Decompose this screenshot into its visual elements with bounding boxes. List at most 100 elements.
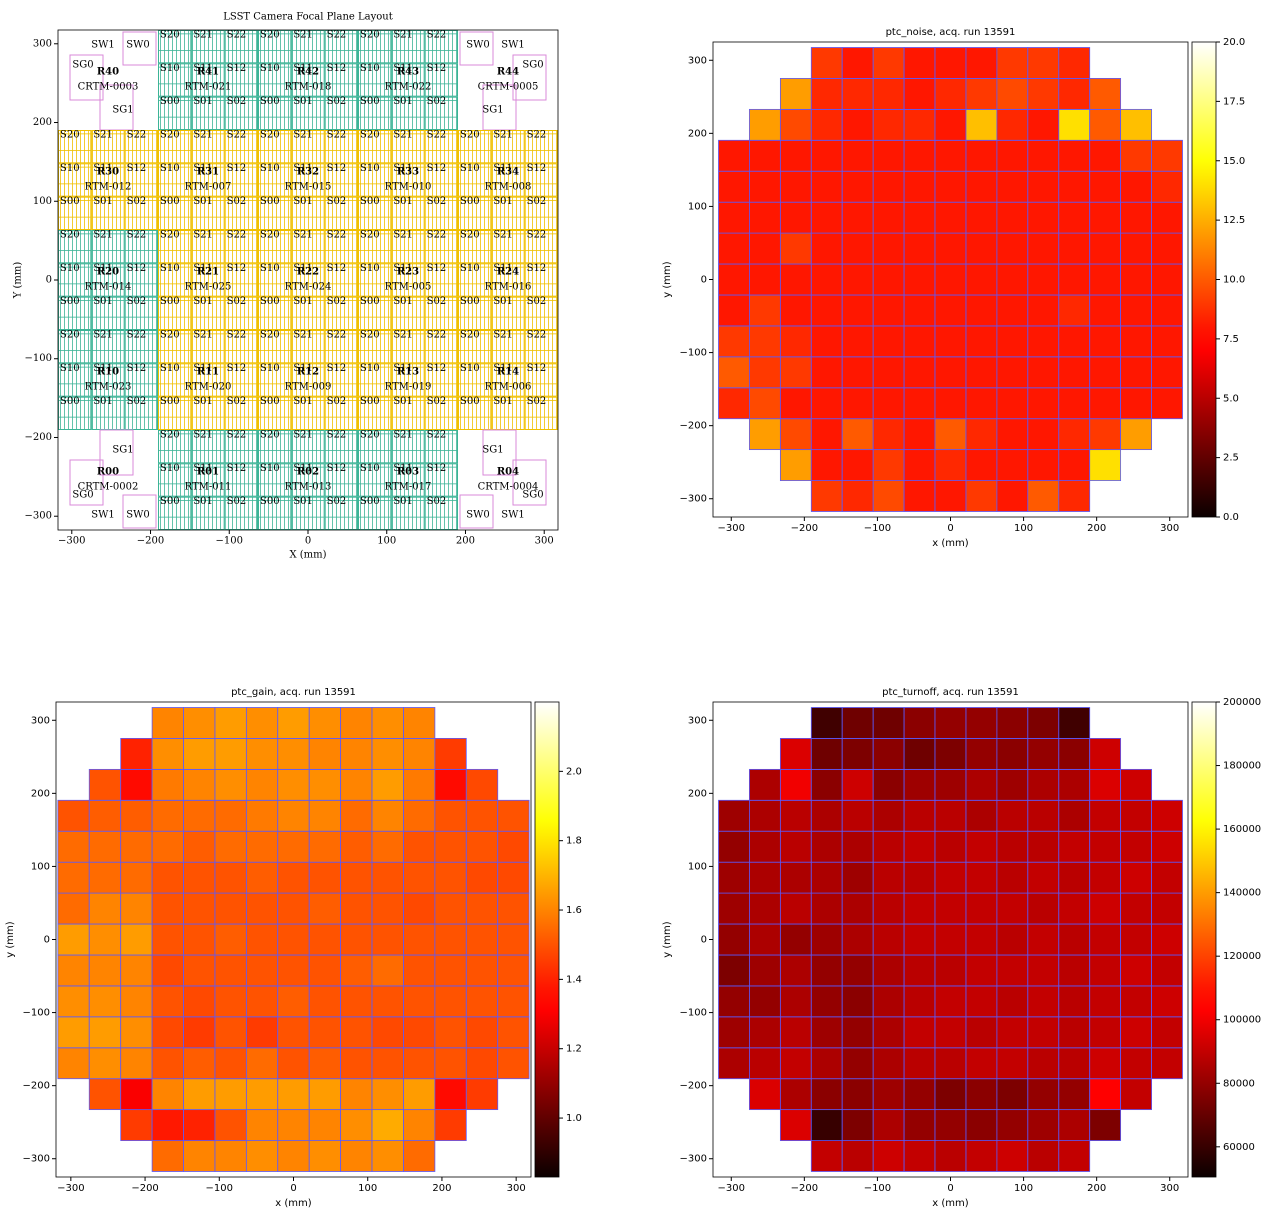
ccd-cell — [434, 1016, 467, 1049]
ccd-cell — [1058, 1140, 1091, 1172]
y-tick-label: 300 — [31, 715, 50, 726]
ccd-cell — [1120, 768, 1153, 801]
ccd-cell — [872, 985, 905, 1018]
sensor-label: S11 — [393, 63, 413, 74]
sensor-label: S02 — [427, 196, 447, 207]
ccd-cell — [371, 1016, 404, 1049]
ccd — [191, 196, 225, 231]
ccd-cell — [872, 325, 905, 358]
ccd — [158, 263, 192, 297]
ccd-cell — [748, 232, 781, 265]
sensor-label: S00 — [60, 396, 80, 407]
ccd-cell — [1058, 139, 1091, 172]
ccd-cell — [403, 830, 436, 863]
ccd-cell — [1151, 1047, 1183, 1080]
ccd-cell — [340, 861, 373, 894]
ccd-cell — [245, 1016, 279, 1049]
corner-sensor — [482, 84, 517, 131]
ccd-cell — [1089, 799, 1122, 832]
ccd-cell — [748, 108, 781, 141]
ccd-cell — [1120, 108, 1153, 141]
ccd-cell — [718, 170, 750, 203]
ccd-cell — [903, 325, 936, 358]
corner-sensor — [69, 54, 104, 101]
sensor-label: S10 — [260, 463, 280, 474]
ccd-cell — [779, 799, 812, 832]
ccd — [424, 396, 458, 430]
sensor-label: S02 — [227, 396, 247, 407]
sensor-label: S22 — [127, 130, 147, 141]
ccd-cell — [1151, 954, 1183, 987]
x-tick-label: 100 — [1014, 523, 1033, 534]
ccd-cell — [996, 861, 1029, 894]
ccd-cell — [779, 325, 812, 358]
ccd-cell — [1058, 892, 1091, 925]
ccd — [291, 330, 325, 364]
ccd — [358, 396, 392, 430]
ccd — [224, 396, 259, 430]
ccd-cell — [308, 1078, 342, 1111]
ccd-cell — [965, 737, 998, 770]
sensor-label: S12 — [327, 363, 347, 374]
ccd-cell — [872, 892, 905, 925]
ccd-cell — [996, 108, 1029, 141]
sensor-label: S22 — [327, 330, 347, 341]
ccd-cell — [403, 1078, 436, 1111]
ccd — [391, 330, 425, 364]
ccd-cell — [371, 1078, 404, 1111]
y-tick-label: 100 — [688, 201, 707, 212]
ccd-cell — [965, 108, 998, 141]
ccd — [191, 63, 225, 97]
ccd-cell — [183, 830, 216, 863]
sensor-label: S20 — [460, 330, 480, 341]
sensor-label: S22 — [227, 230, 247, 241]
sensor-label: S21 — [193, 230, 213, 241]
sensor-label: S00 — [160, 196, 180, 207]
ccd — [158, 296, 192, 330]
ccd-cell — [934, 954, 967, 987]
raft-name: R20 — [97, 267, 119, 278]
ccd — [391, 163, 425, 197]
ccd-cell — [88, 830, 122, 863]
ccd-cell — [965, 1016, 998, 1049]
ccd-cell — [151, 799, 184, 832]
ccd-cell — [1058, 418, 1091, 451]
raft-name: R01 — [197, 467, 219, 478]
ccd-cell — [497, 892, 530, 925]
sensor-label: S22 — [327, 230, 347, 241]
ccd-cell — [1058, 1016, 1091, 1049]
chart-title: ptc_turnoff, acq. run 13591 — [882, 687, 1019, 698]
ccd-cell — [996, 1140, 1029, 1172]
ccd-cell — [996, 737, 1029, 770]
ccd-cell — [965, 954, 998, 987]
ccd-cell — [903, 294, 936, 327]
ccd — [158, 396, 192, 430]
ccd-cell — [934, 830, 967, 863]
y-tick-label: −200 — [680, 421, 707, 432]
ccd-cell — [120, 954, 153, 987]
x-axis-label: X (mm) — [289, 550, 326, 561]
sensor-label: S11 — [193, 363, 213, 374]
ccd-cell — [934, 1140, 967, 1172]
ccd-cell — [841, 201, 874, 234]
ccd-cell — [1151, 799, 1183, 832]
ccd-cell — [841, 954, 874, 987]
sensor-label: S02 — [327, 496, 347, 507]
ccd-cell — [903, 985, 936, 1018]
ccd-cell — [434, 799, 467, 832]
ccd-cell — [403, 1047, 436, 1080]
ccd — [224, 496, 259, 530]
ccd-cell — [1120, 418, 1153, 451]
sensor-label: S21 — [193, 430, 213, 441]
ccd — [458, 396, 492, 430]
sensor-label: SG1 — [112, 105, 133, 116]
ccd — [191, 130, 225, 164]
sensor-label: S01 — [293, 96, 313, 107]
ccd-cell — [903, 707, 936, 739]
ccd-cell — [1027, 830, 1060, 863]
sensor-label: S10 — [360, 363, 380, 374]
ccd-cell — [434, 861, 467, 894]
ccd-cell — [371, 737, 404, 770]
colorbar-tick-label: 10.0 — [1223, 275, 1245, 286]
ccd-cell — [245, 985, 279, 1018]
